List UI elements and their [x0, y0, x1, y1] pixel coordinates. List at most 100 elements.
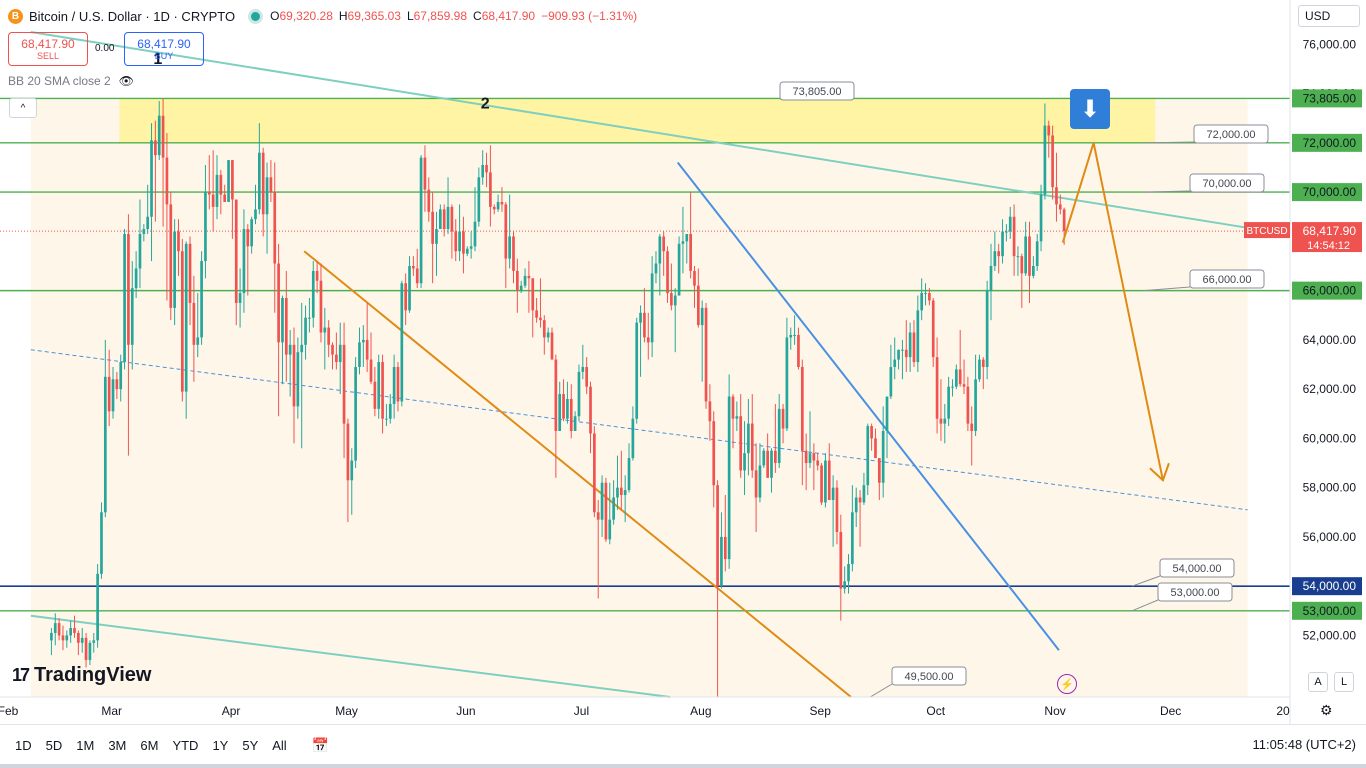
candle-body	[404, 283, 408, 311]
candle-up	[53, 613, 57, 646]
timeframe-ytd[interactable]: YTD	[172, 737, 199, 753]
collapse-legend-button[interactable]: ^	[9, 98, 37, 118]
candle-body	[924, 293, 927, 295]
candle-body	[981, 359, 985, 367]
candle-up	[288, 330, 292, 397]
timeframe-1m[interactable]: 1M	[76, 737, 95, 753]
price-note-leader	[1143, 286, 1191, 292]
currency-select[interactable]: USD	[1298, 5, 1360, 27]
clock[interactable]: 11:05:48 (UTC+2)	[1252, 737, 1356, 752]
candle-body	[296, 352, 300, 407]
candle-body	[704, 307, 708, 402]
candle-down	[231, 160, 234, 239]
candle-body	[381, 362, 384, 419]
candle-body	[400, 283, 404, 402]
timeframe-all[interactable]: All	[272, 737, 287, 753]
symbol-title[interactable]: Bitcoin / U.S. Dollar · 1D · CRYPTO	[29, 8, 236, 24]
candle-body	[747, 423, 750, 454]
candle-body	[939, 418, 943, 424]
sell-button[interactable]: 68,417.90 SELL	[8, 32, 88, 66]
candle-down	[273, 162, 277, 313]
candle-body	[974, 379, 977, 432]
candle-body	[115, 379, 119, 390]
buy-label: BUY	[154, 51, 174, 61]
timeframe-6m[interactable]: 6M	[140, 737, 159, 753]
swing-label: 2	[481, 95, 490, 112]
bottom-strip	[0, 764, 1366, 768]
candle-up	[885, 396, 889, 459]
candle-body	[546, 332, 550, 338]
candle-up	[1039, 184, 1043, 252]
candle-body	[242, 229, 246, 294]
candle-body	[804, 450, 808, 464]
buy-button[interactable]: 68,417.90 BUY	[124, 32, 204, 66]
candle-down	[870, 423, 873, 451]
candle-down	[211, 150, 215, 232]
timeframe-3m[interactable]: 3M	[108, 737, 127, 753]
candle-down	[504, 201, 508, 289]
candle-body	[192, 302, 196, 345]
candle-up	[758, 443, 762, 503]
timeframe-5d[interactable]: 5D	[45, 737, 63, 753]
candle-down	[689, 192, 692, 279]
candle-down	[539, 278, 542, 328]
sell-label: SELL	[36, 51, 60, 61]
symbol-header[interactable]: B Bitcoin / U.S. Dollar · 1D · CRYPTO O6…	[8, 6, 643, 26]
candle-down	[489, 145, 492, 227]
indicator-legend[interactable]: BB 20 SMA close 2 👁	[8, 74, 134, 88]
candle-up	[308, 298, 311, 333]
candle-up	[908, 322, 912, 372]
level-tag-66000: 66,000.00	[1292, 281, 1362, 300]
candle-up	[419, 155, 423, 289]
candle-body	[77, 632, 80, 643]
time-tick-label: Jun	[456, 704, 475, 718]
candle-body	[1039, 194, 1043, 242]
candle-down	[188, 236, 192, 326]
eye-hidden-icon[interactable]: 👁	[118, 74, 134, 88]
candle-up	[866, 423, 870, 496]
candle-up	[354, 357, 357, 468]
candle-up	[508, 194, 511, 269]
candle-body	[50, 632, 53, 641]
timeframe-1d[interactable]: 1D	[15, 737, 32, 753]
candle-body	[489, 172, 492, 207]
candle-up	[238, 268, 242, 328]
candle-body	[858, 497, 862, 503]
candle-body	[250, 219, 253, 247]
candle-body	[57, 623, 61, 636]
candle-up	[1008, 206, 1012, 239]
candle-up	[215, 155, 219, 220]
candle-down	[127, 214, 130, 456]
level-tag-53000: 53,000.00	[1292, 601, 1362, 620]
price-tick-label: 58,000.00	[1303, 481, 1357, 495]
candle-up	[481, 150, 485, 185]
timeframe-1y[interactable]: 1Y	[212, 737, 229, 753]
candle-down	[970, 406, 974, 466]
candle-down	[962, 359, 966, 395]
price-chart[interactable]: 73,805.00 72,000.00 70,000.00 66,000.00 54,0…	[0, 0, 1366, 724]
candle-up	[304, 305, 307, 360]
candle-body	[154, 140, 157, 156]
log-scale-button[interactable]: L	[1334, 672, 1354, 692]
candle-up	[119, 354, 123, 402]
candle-up	[323, 307, 327, 370]
calendar-range-icon[interactable]: 📅	[311, 736, 330, 753]
candle-body	[234, 199, 238, 303]
candle-down	[207, 155, 211, 210]
level-tag-72000-text: 72,000.00	[1303, 136, 1357, 150]
price-note-label: 73,805.00	[793, 86, 842, 98]
timeframe-5y[interactable]: 5Y	[242, 737, 259, 753]
lightning-icon[interactable]: ⚡	[1057, 674, 1077, 694]
candle-down	[981, 357, 985, 390]
candle-body	[831, 487, 835, 500]
price-note: 70,000.00	[1143, 173, 1265, 193]
auto-scale-button[interactable]: A	[1308, 672, 1328, 692]
spread-value: 0.00	[95, 43, 115, 54]
candle-body	[966, 386, 970, 424]
gear-icon[interactable]: ⚙	[1320, 702, 1333, 718]
candle-up	[881, 406, 885, 498]
candle-body	[373, 381, 377, 409]
candle-up	[831, 475, 835, 547]
candle-body	[1051, 135, 1054, 188]
candle-down	[662, 231, 666, 276]
